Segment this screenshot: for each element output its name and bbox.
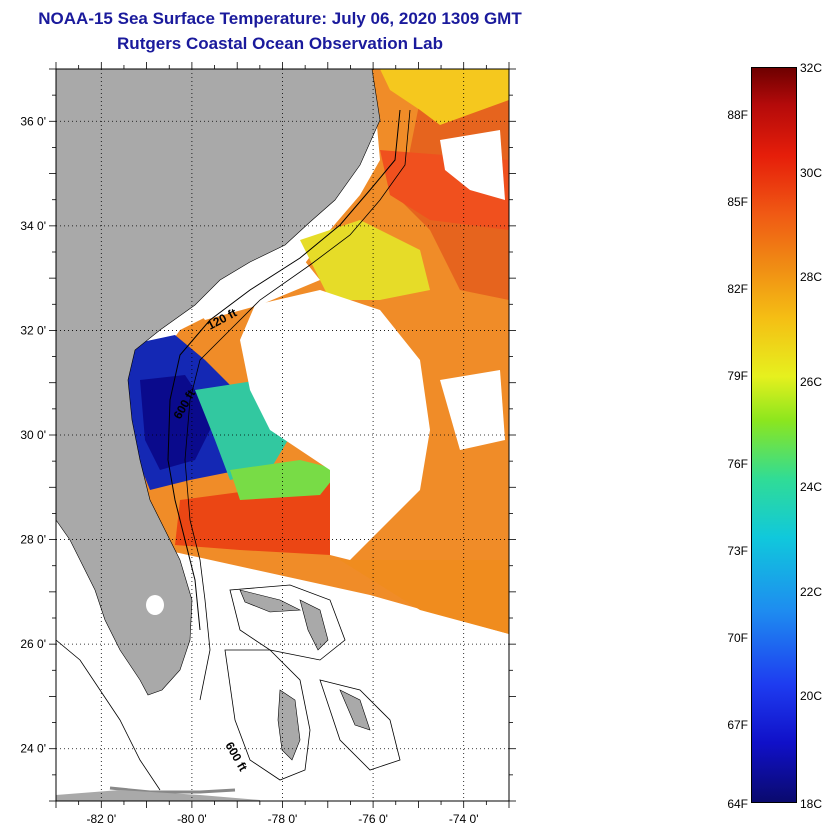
colorbar-celsius-label: 26C bbox=[800, 375, 823, 390]
colorbar-fahrenheit-label: 88F bbox=[727, 107, 748, 122]
land-cuba bbox=[56, 790, 260, 801]
lake-okeechobee bbox=[146, 595, 164, 615]
temperature-colorbar bbox=[751, 67, 797, 803]
colorbar-celsius-label: 28C bbox=[800, 270, 823, 285]
map-subtitle: Rutgers Coastal Ocean Observation Lab bbox=[117, 34, 443, 53]
y-tick-label: 34 0' bbox=[20, 219, 46, 233]
y-tick-label: 28 0' bbox=[20, 533, 46, 547]
land-abaco bbox=[299, 599, 329, 651]
x-tick-label: -80 0' bbox=[177, 812, 207, 826]
sst-cool-transition-2 bbox=[230, 460, 340, 500]
colorbar-celsius-label: 30C bbox=[800, 165, 823, 180]
colorbar-celsius-label: 24C bbox=[800, 479, 823, 494]
isobath-bahamas-2 bbox=[224, 649, 311, 781]
sst-swath-yellow bbox=[380, 69, 509, 125]
colorbar-fahrenheit-label: 82F bbox=[727, 282, 748, 297]
isobath-florida-west bbox=[56, 639, 161, 791]
y-tick-label: 30 0' bbox=[20, 428, 46, 442]
y-tick-label: 32 0' bbox=[20, 323, 46, 337]
axis-ticks: -82 0' -80 0' -78 0' -76 0' -74 0' 36 0' 34 0'… bbox=[20, 62, 516, 826]
isobath-600ft bbox=[184, 109, 411, 701]
y-tick-label: 24 0' bbox=[20, 742, 46, 756]
florida-keys bbox=[109, 786, 236, 794]
cloud-cover-east bbox=[440, 370, 505, 450]
cloud-cover-north bbox=[440, 130, 505, 200]
sst-cold-core bbox=[140, 375, 215, 470]
colorbar-fahrenheit-label: 85F bbox=[727, 194, 748, 209]
isobath-bahamas-3 bbox=[319, 679, 401, 771]
y-tick-label: 36 0' bbox=[20, 114, 46, 128]
land-eleuthera bbox=[339, 689, 371, 731]
x-tick-label: -82 0' bbox=[86, 812, 116, 826]
land-grand-bahama bbox=[239, 589, 302, 613]
x-tick-label: -74 0' bbox=[449, 812, 479, 826]
sst-swath-green bbox=[300, 220, 430, 300]
y-tick-label: 26 0' bbox=[20, 637, 46, 651]
sst-southeast-warm bbox=[340, 560, 509, 634]
colorbar-celsius-label: 32C bbox=[800, 61, 823, 75]
colorbar-celsius-label: 22C bbox=[800, 584, 823, 599]
colorbar-fahrenheit-label: 67F bbox=[727, 718, 748, 733]
colorbar-fahrenheit-label: 70F bbox=[727, 631, 748, 646]
x-tick-label: -78 0' bbox=[268, 812, 298, 826]
cloud-cover-center bbox=[240, 290, 430, 560]
isobath-bahamas-1 bbox=[229, 584, 346, 661]
colorbar-fahrenheit-label: 73F bbox=[727, 543, 748, 558]
x-tick-label: -76 0' bbox=[358, 812, 388, 826]
colorbar-fahrenheit-label: 64F bbox=[727, 797, 748, 811]
colorbar-celsius-label: 20C bbox=[800, 689, 823, 704]
sst-south-warm bbox=[175, 480, 330, 555]
map-title: NOAA-15 Sea Surface Temperature: July 06… bbox=[38, 9, 522, 28]
colorbar-fahrenheit-label: 76F bbox=[727, 456, 748, 471]
colorbar-fahrenheit-label: 79F bbox=[727, 369, 748, 384]
land-andros bbox=[277, 689, 301, 761]
colorbar-celsius-label: 18C bbox=[800, 797, 823, 811]
isobath-120ft bbox=[167, 109, 401, 631]
